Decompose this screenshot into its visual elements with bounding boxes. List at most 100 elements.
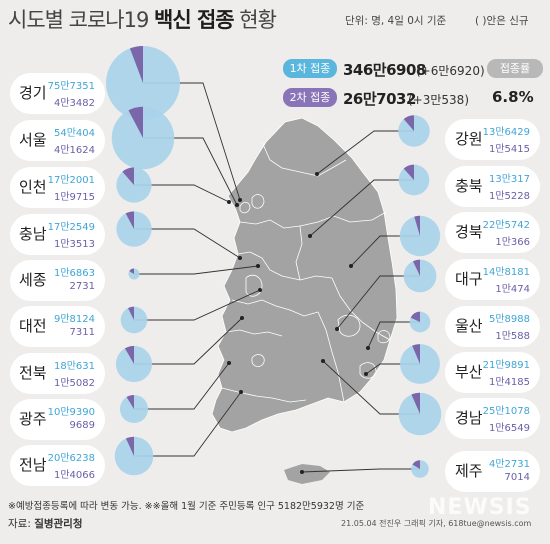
pie-second-dose-slice — [127, 306, 134, 320]
region-name: 전남 — [19, 456, 47, 474]
pie-second-dose-slice — [122, 167, 134, 185]
region-label-0: 경기 75만7351 4만3482 — [10, 73, 105, 114]
region-pie — [398, 392, 442, 436]
title-prefix: 시도별 코로나19 — [8, 8, 154, 32]
region-first-dose: 1만6863 — [53, 268, 95, 279]
region-first-dose: 4만2731 — [488, 459, 530, 470]
region-first-dose: 75만7351 — [47, 81, 95, 92]
leader-line — [301, 468, 420, 473]
region-pie — [398, 115, 430, 147]
region-label-3: 충남 17만2549 1만3513 — [10, 214, 105, 255]
leader-dot — [258, 288, 262, 292]
region-second-dose: 4만3482 — [53, 98, 95, 109]
region-name: 대구 — [455, 270, 483, 288]
region-name: 강원 — [455, 130, 483, 148]
pie-second-dose-slice — [410, 311, 420, 322]
jeju-shape — [284, 464, 330, 484]
first-dose-total: 346만6908 — [343, 61, 426, 79]
region-second-dose: 1만4066 — [53, 470, 95, 481]
leader-line — [134, 391, 242, 457]
region-name: 서울 — [19, 131, 47, 149]
leader-dots — [227, 172, 370, 474]
region-second-dose: 1만5082 — [53, 378, 95, 389]
region-name: 세종 — [19, 271, 47, 289]
region-pie — [409, 311, 431, 333]
region-label-9: 강원 13만6429 1만5415 — [445, 119, 540, 160]
region-pie — [398, 164, 430, 196]
leader-line — [134, 184, 230, 203]
region-pie — [120, 306, 148, 334]
region-pie — [114, 436, 154, 476]
leader-line — [134, 362, 230, 410]
region-second-dose: 1만4185 — [488, 377, 530, 388]
pie-second-dose-slice — [403, 164, 414, 180]
region-first-dose: 54만404 — [53, 128, 95, 139]
region-name: 충북 — [455, 177, 483, 195]
region-pie — [400, 344, 440, 384]
title-bold: 백신 접종 — [154, 8, 235, 32]
leader-dot — [308, 234, 312, 238]
first-dose-new: (+6만6920) — [416, 64, 485, 78]
region-label-12: 대구 14만8181 1만474 — [445, 259, 540, 300]
leader-dot — [227, 361, 231, 365]
region-first-dose: 10만9390 — [47, 407, 95, 418]
region-second-dose: 9689 — [69, 420, 95, 431]
region-label-13: 울산 5만8988 1만588 — [445, 306, 540, 347]
leader-dot — [321, 359, 325, 363]
new-legend-note: ( )안은 신규 — [475, 15, 529, 27]
footnote: ※예방접종등록에 따라 변동 가능. ※※올해 1월 기준 주민등록 인구 51… — [8, 501, 365, 512]
region-label-5: 대전 9만8124 7311 — [10, 306, 105, 347]
region-first-dose: 21만9891 — [482, 360, 530, 371]
second-dose-total: 26만7032 — [343, 90, 416, 108]
leader-line — [134, 289, 261, 321]
leader-dot — [349, 264, 353, 268]
leader-dot — [235, 203, 239, 207]
region-pie — [116, 167, 152, 203]
source-label: 자료: — [8, 518, 35, 530]
second-dose-new: (+3만538) — [408, 93, 469, 107]
region-label-2: 인천 17만2001 1만9715 — [10, 167, 105, 208]
region-pie — [111, 106, 175, 170]
map-shapes — [211, 117, 398, 484]
region-second-dose: 1만366 — [495, 237, 530, 248]
leader-dot — [364, 372, 368, 376]
pie-second-dose-slice — [129, 46, 143, 83]
pie-charts — [106, 46, 442, 478]
leader-line — [134, 317, 243, 365]
region-second-dose: 1만3513 — [53, 239, 95, 250]
pie-second-dose-slice — [129, 268, 134, 274]
region-first-dose: 5만8988 — [488, 314, 530, 325]
pie-second-dose-slice — [414, 215, 420, 236]
region-name: 경기 — [19, 84, 47, 102]
region-pie — [411, 460, 429, 478]
leader-line — [134, 228, 241, 259]
region-pie — [116, 211, 152, 247]
region-second-dose: 1만9715 — [53, 192, 95, 203]
region-second-dose: 1만5415 — [488, 144, 530, 155]
pie-second-dose-slice — [403, 115, 414, 131]
region-pie — [115, 345, 153, 383]
region-label-15: 경남 25만1078 1만6549 — [445, 398, 540, 439]
pie-second-dose-slice — [412, 344, 420, 364]
region-name: 경남 — [455, 409, 483, 427]
leader-dot — [256, 264, 260, 268]
region-first-dose: 14만8181 — [482, 267, 530, 278]
title-suffix: 현황 — [233, 8, 277, 32]
leader-dot — [227, 200, 231, 204]
region-first-dose: 18만631 — [53, 361, 95, 372]
region-first-dose: 25만1078 — [482, 406, 530, 417]
region-second-dose: 1만588 — [495, 331, 530, 342]
pie-second-dose-slice — [125, 211, 134, 229]
watermark: NEWSIS — [428, 495, 532, 520]
pie-second-dose-slice — [124, 345, 134, 364]
region-second-dose: 4만1624 — [53, 145, 95, 156]
pie-second-dose-slice — [126, 394, 134, 409]
region-name: 울산 — [455, 317, 483, 335]
region-second-dose: 1만5228 — [488, 191, 530, 202]
rate-value: 6.8% — [492, 88, 534, 106]
region-pie — [403, 259, 437, 293]
region-label-8: 전남 20만6238 1만4066 — [10, 445, 105, 486]
unit-note: 단위: 명, 4일 0시 기준 — [345, 15, 447, 27]
region-second-dose: 1만474 — [495, 284, 530, 295]
rate-tag: 접종률 — [487, 59, 543, 78]
